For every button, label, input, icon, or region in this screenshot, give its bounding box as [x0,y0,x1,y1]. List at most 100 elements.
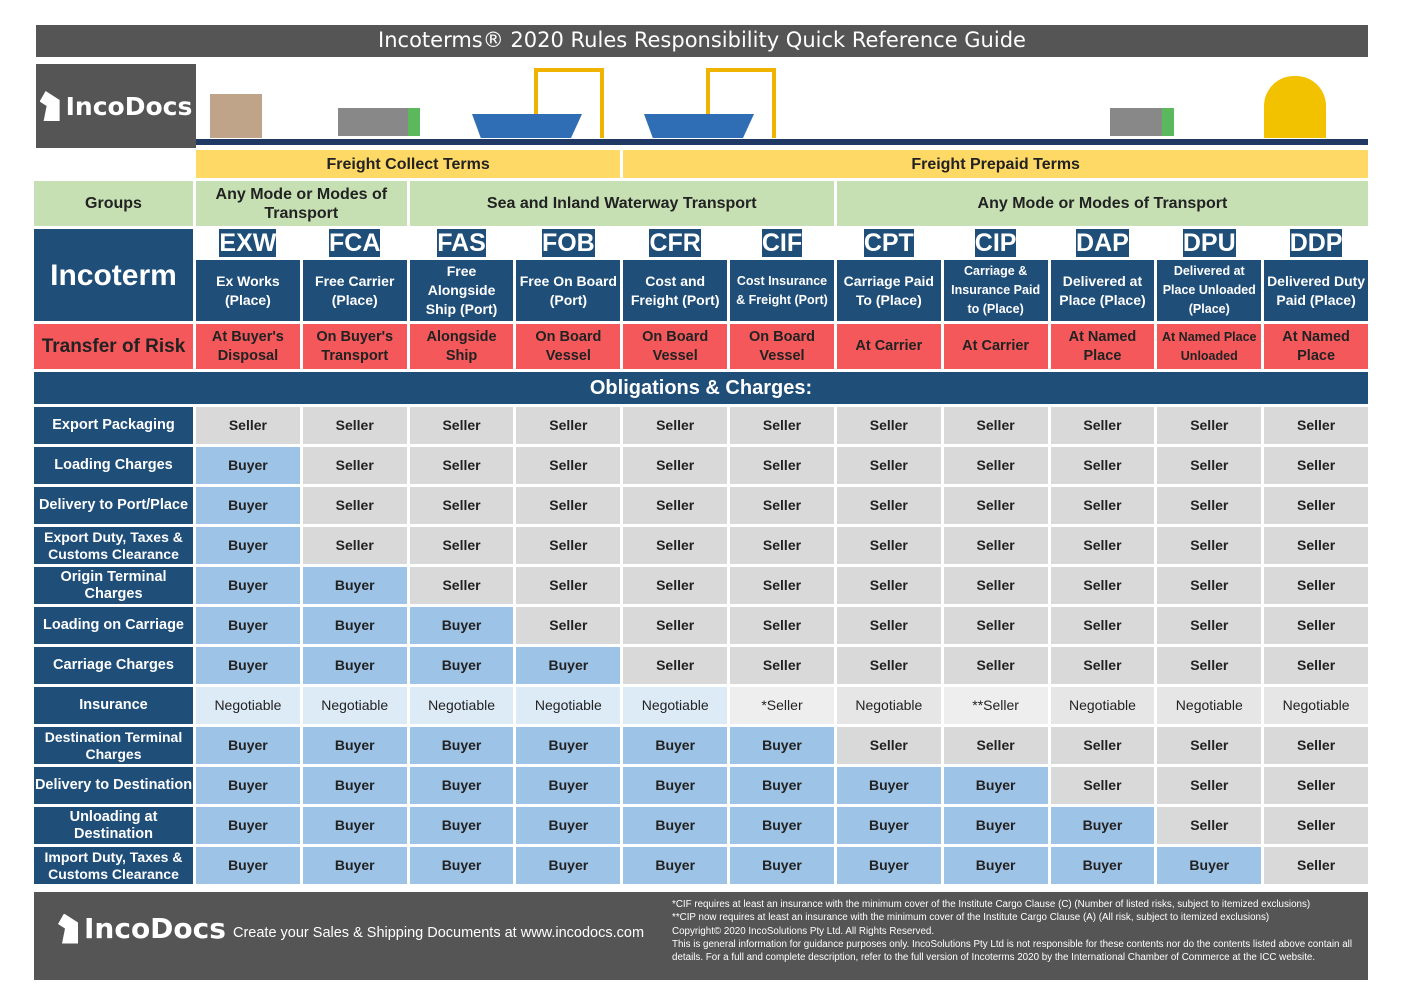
cell-exw: Buyer [196,607,300,644]
obligation-label: Export Packaging [34,407,193,444]
incoterm-code: FAS [437,228,486,257]
cell-cpt: Seller [836,447,941,484]
cell-ddp: Seller [1264,447,1368,484]
cell-fob: Buyer [516,767,621,804]
cell-cpt: Buyer [836,847,941,884]
risk-ddp: At Named Place [1264,324,1368,369]
cell-fca: Buyer [302,727,407,764]
incodocs-logo[interactable]: IncoDocs [36,64,196,148]
cell-fob: Seller [516,447,621,484]
footer: IncoDocs Create your Sales & Shipping Do… [34,892,1368,980]
cell-ddp: Seller [1264,647,1368,684]
cell-cip: Seller [943,487,1048,524]
cell-cif: Buyer [730,847,834,884]
ship-icon [472,114,582,138]
risk-cfr: On Board Vessel [623,324,728,369]
risk-cpt: At Carrier [836,324,941,369]
risk-dap: At Named Place [1050,324,1155,369]
freight-terms-0: Freight Collect Terms [196,150,621,178]
cell-dpu: Seller [1157,647,1262,684]
obligation-label: Unloading at Destination [34,807,193,844]
cell-cfr: Buyer [623,767,728,804]
cell-fas: Seller [409,567,514,604]
cell-fob: Buyer [516,727,621,764]
cell-fca: Buyer [302,807,407,844]
logo-icon [39,91,60,121]
incoterm-exw: EXW Ex Works (Place) [196,229,300,321]
note-cif: *CIF requires at least an insurance with… [672,899,1311,910]
cell-ddp: Seller [1264,527,1368,564]
risk-cip: At Carrier [943,324,1048,369]
cell-cif: Buyer [730,727,834,764]
incoterm-name: Cost Insurance & Freight (Port) [730,260,834,321]
incoterm-code: DAP [1076,228,1129,257]
cell-ddp: Seller [1264,567,1368,604]
incoterm-label: Incoterm [34,229,193,321]
risk-fas: Alongside Ship [409,324,514,369]
cell-fob: Negotiable [516,687,621,724]
cell-cfr: Buyer [623,807,728,844]
cell-exw: Buyer [196,447,300,484]
incoterm-cpt: CPT Carriage Paid To (Place) [836,229,941,321]
incoterm-code: EXW [219,228,277,257]
cell-cpt: Seller [836,567,941,604]
cell-fob: Seller [516,607,621,644]
page-title: Incoterms® 2020 Rules Responsibility Qui… [36,25,1368,57]
incoterm-cfr: CFR Cost and Freight (Port) [623,229,728,321]
truck-icon [1110,108,1174,136]
cell-cip: **Seller [943,687,1048,724]
cell-ddp: Negotiable [1264,687,1368,724]
cell-fca: Buyer [302,607,407,644]
cell-cip: Buyer [943,767,1048,804]
cell-dap: Seller [1050,527,1155,564]
cell-fas: Seller [409,407,514,444]
cell-cif: Seller [730,487,834,524]
cell-exw: Buyer [196,847,300,884]
cell-dap: Buyer [1050,847,1155,884]
cell-dpu: Seller [1157,807,1262,844]
cell-exw: Buyer [196,527,300,564]
incoterm-name: Delivered at Place Unloaded (Place) [1157,260,1262,321]
cell-cfr: Seller [623,607,728,644]
cell-cfr: Buyer [623,847,728,884]
obligation-label: Loading Charges [34,447,193,484]
cell-ddp: Seller [1264,487,1368,524]
cell-cif: Seller [730,567,834,604]
cell-fas: Negotiable [409,687,514,724]
incoterm-name: Ex Works (Place) [196,260,300,321]
risk-cif: On Board Vessel [730,324,834,369]
cell-ddp: Seller [1264,767,1368,804]
cell-fas: Buyer [409,767,514,804]
obligation-label: Destination Terminal Charges [34,727,193,764]
cell-dap: Seller [1050,607,1155,644]
cell-fas: Buyer [409,727,514,764]
cell-cip: Seller [943,607,1048,644]
cell-dpu: Seller [1157,727,1262,764]
cell-cif: Buyer [730,767,834,804]
cell-cfr: Seller [623,647,728,684]
cell-fas: Seller [409,487,514,524]
cell-cip: Seller [943,447,1048,484]
cell-cif: Buyer [730,807,834,844]
cell-cip: Seller [943,727,1048,764]
cell-cpt: Seller [836,407,941,444]
obligation-label: Import Duty, Taxes & Customs Clearance [34,847,193,884]
incoterm-ddp: DDP Delivered Duty Paid (Place) [1264,229,1368,321]
incoterm-name: Free On Board (Port) [516,260,621,321]
risk-dpu: At Named Place Unloaded [1157,324,1262,369]
cell-cpt: Negotiable [836,687,941,724]
cell-cip: Seller [943,407,1048,444]
cell-fca: Buyer [302,767,407,804]
cell-cif: Seller [730,607,834,644]
cell-ddp: Seller [1264,727,1368,764]
incoterm-name: Free Alongside Ship (Port) [409,260,514,321]
incoterm-cip: CIP Carriage & Insurance Paid to (Place) [943,229,1048,321]
cell-cfr: Buyer [623,727,728,764]
cell-exw: Buyer [196,567,300,604]
cell-cpt: Seller [836,647,941,684]
risk-exw: At Buyer's Disposal [196,324,300,369]
footer-logo[interactable]: IncoDocs [58,912,226,945]
cell-dap: Seller [1050,567,1155,604]
obligation-label: Delivery to Port/Place [34,487,193,524]
risk-fob: On Board Vessel [516,324,621,369]
